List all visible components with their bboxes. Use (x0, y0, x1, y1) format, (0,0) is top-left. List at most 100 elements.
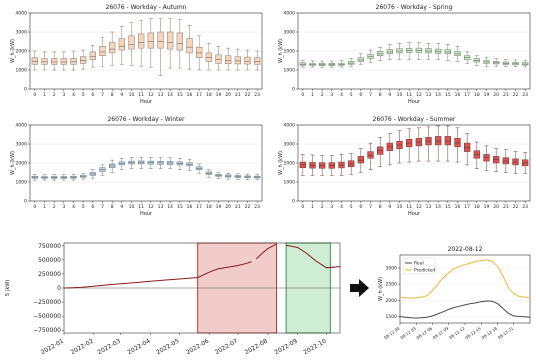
x-tick-label: 20 (225, 92, 231, 98)
y-tick-label: −500000 (33, 313, 61, 320)
x-tick-label: 17 (196, 204, 202, 210)
x-axis-label: Hour (408, 99, 421, 105)
x-tick-label: 22 (513, 92, 519, 98)
y-tick-label: 0 (57, 285, 61, 292)
x-tick-label: 7 (101, 204, 104, 210)
x-tick-label: 11 (138, 204, 144, 210)
box (367, 151, 374, 159)
x-tick-label: 16 (455, 92, 461, 98)
box (454, 138, 461, 148)
y-tick-label: 3000 (16, 30, 28, 36)
chart-title: 26076 - Workday - Winter (107, 116, 185, 123)
box (41, 58, 48, 65)
box-chart-winter: 26076 - Workday - Winter 0 1000 2000 3000 400… (10, 116, 263, 217)
x-tick-label: 18 (474, 92, 480, 98)
x-tick-label: 11 (406, 92, 412, 98)
y-tick-label: 1000 (16, 180, 28, 186)
series-line (286, 244, 341, 269)
chart-title: 26076 - Workday - Autumn (106, 4, 187, 11)
x-tick-label: 15 (177, 204, 183, 210)
box (128, 35, 135, 50)
x-tick-label: 6 (359, 92, 362, 98)
x-tick-label: 4 (340, 204, 343, 210)
box (118, 38, 125, 51)
box (254, 57, 261, 65)
x-axis-label: Hour (408, 211, 421, 217)
box (444, 136, 451, 146)
x-tick-label: 2022-08 (244, 338, 269, 357)
y-tick-label: 750000 (38, 243, 61, 250)
x-tick-label: 5 (82, 204, 85, 210)
x-tick-label: 22 (245, 92, 251, 98)
x-tick-label: 2 (321, 204, 324, 210)
x-tick-label: 10 (397, 92, 403, 98)
box (80, 56, 87, 64)
x-tick-label: 2 (321, 92, 324, 98)
x-tick-label: 18 (474, 204, 480, 210)
box-chart-autumn: 26076 - Workday - Autumn 0 1000 2000 3000 400… (10, 4, 263, 105)
y-tick-label: 1000 (16, 68, 28, 74)
y-tick-label: 4000 (16, 123, 28, 129)
y-axis-label: W_h (kW) (378, 277, 384, 301)
x-tick-label: 13 (426, 92, 432, 98)
x-tick-label: 19 (216, 204, 222, 210)
box (234, 56, 241, 65)
box (176, 32, 183, 51)
x-tick-label: 4 (72, 92, 75, 98)
x-tick-label: 5 (350, 92, 353, 98)
x-tick-label: 08-12 09 (432, 325, 450, 340)
x-tick-label: 08-12 18 (480, 325, 498, 340)
y-tick-label: 1000 (284, 68, 296, 74)
x-tick-label: 23 (254, 92, 260, 98)
x-tick-label: 0 (301, 92, 304, 98)
y-tick-label: 3000 (16, 142, 28, 148)
x-tick-label: 1 (43, 92, 46, 98)
x-tick-label: 16 (187, 204, 193, 210)
y-tick-label: 500000 (38, 257, 61, 264)
x-tick-label: 6 (91, 204, 94, 210)
x-tick-label: 17 (464, 92, 470, 98)
box (147, 32, 154, 49)
box (157, 31, 164, 49)
y-tick-label: 0 (24, 87, 27, 93)
y-tick-label: 250000 (38, 271, 61, 278)
x-axis-label: Hour (140, 99, 153, 105)
x-tick-label: 2022-09 (273, 338, 298, 357)
x-tick-label: 08-12 00 (383, 325, 401, 340)
y-axis-label: W_h (kW) (278, 151, 284, 175)
x-tick-label: 18 (206, 204, 212, 210)
x-tick-label: 11 (406, 204, 412, 210)
x-tick-label: 5 (350, 204, 353, 210)
y-tick-label: 0 (292, 199, 295, 205)
x-tick-label: 17 (464, 204, 470, 210)
box (357, 57, 364, 62)
x-tick-label: 15 (177, 92, 183, 98)
x-tick-label: 9 (388, 92, 391, 98)
y-tick-label: 4000 (284, 123, 296, 129)
y-axis-label: W_h (kW) (10, 39, 16, 63)
x-tick-label: 8 (111, 92, 114, 98)
x-tick-label: 15 (445, 92, 451, 98)
box (435, 136, 442, 146)
x-tick-label: 21 (503, 92, 509, 98)
y-tick-label: 3000 (386, 266, 398, 272)
x-tick-label: 16 (455, 204, 461, 210)
x-tick-label: 13 (426, 204, 432, 210)
x-tick-label: 08-12 03 (399, 325, 417, 340)
x-tick-label: 2022-03 (97, 338, 122, 357)
box (89, 51, 96, 60)
x-tick-label: 16 (187, 92, 193, 98)
y-tick-label: 2000 (284, 161, 296, 167)
y-tick-label: 2000 (16, 161, 28, 167)
x-tick-label: 10 (129, 204, 135, 210)
box (205, 52, 212, 62)
x-tick-label: 9 (120, 92, 123, 98)
x-tick-label: 21 (503, 204, 509, 210)
y-tick-label: 2500 (386, 282, 398, 288)
x-tick-label: 14 (435, 204, 441, 210)
plot-frame (297, 12, 531, 90)
x-tick-label: 15 (445, 204, 451, 210)
box (464, 142, 471, 152)
x-tick-label: 14 (167, 204, 173, 210)
